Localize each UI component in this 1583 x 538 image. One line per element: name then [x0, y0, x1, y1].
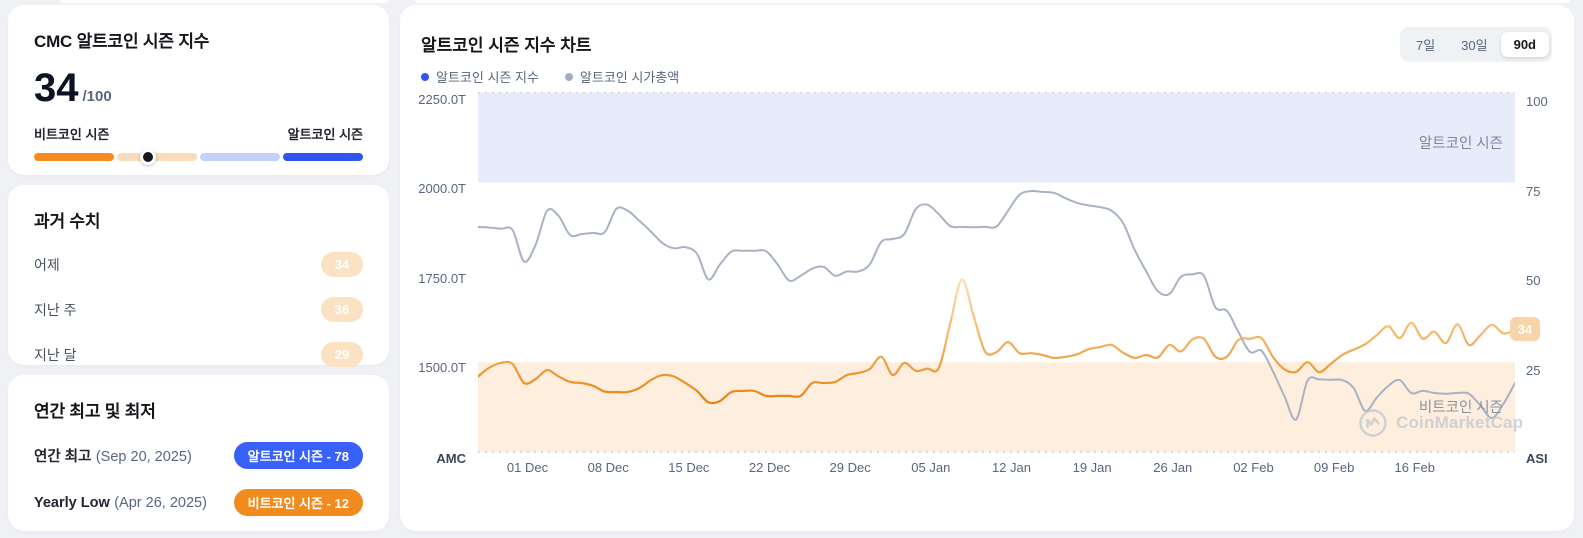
- left-axis-tick: 1750.0T: [418, 270, 466, 286]
- season-gauge: [34, 149, 363, 165]
- left-axis-tick: 2250.0T: [418, 92, 466, 108]
- history-label: 지난 주: [34, 301, 77, 318]
- range-button-30d[interactable]: 30일: [1461, 38, 1488, 53]
- altcoin-season-index-card: CMC 알트코인 시즌 지수 34 /100 비트코인 시즌 알트코인 시즌: [8, 5, 389, 175]
- yearly-low-badge: 비트코인 시즌 - 12: [233, 489, 363, 516]
- history-value-badge: 29: [321, 342, 363, 367]
- right-axis-tick: 25: [1526, 363, 1541, 379]
- left-axis-tick: 1500.0T: [418, 360, 466, 375]
- gauge-segment-bitcoin: [34, 153, 114, 161]
- left-axis-tick: 2000.0T: [418, 181, 466, 197]
- range-button-7d[interactable]: 7일: [1415, 38, 1436, 53]
- yearly-high-row: 연간 최고 (Sep 20, 2025) 알트코인 시즌 - 78: [34, 442, 363, 469]
- chart-canvas[interactable]: [478, 90, 1515, 455]
- card-above-sliver-right: [415, 0, 1570, 3]
- yearly-high-label: 연간 최고 (Sep 20, 2025): [34, 449, 192, 465]
- history-label: 어제: [34, 256, 60, 273]
- watermark-text: CoinMarketCap: [1396, 413, 1524, 432]
- x-axis-tick: 22 Dec: [748, 460, 791, 475]
- gauge-segment-altcoin: [283, 153, 363, 161]
- right-axis-tick: 100: [1526, 93, 1548, 109]
- right-axis-tick: 75: [1526, 183, 1541, 199]
- history-value-badge: 34: [321, 252, 363, 277]
- history-row-last-month: 지난 달 29: [34, 342, 363, 367]
- current-index-marker: 34: [1510, 317, 1540, 341]
- time-range-selector: 7일 30일 90d: [1399, 27, 1552, 62]
- altcoin-season-zone-label: 알트코인 시즌: [1418, 136, 1503, 152]
- gauge-segment-lean-bitcoin: [117, 153, 197, 161]
- x-axis-tick: 29 Dec: [829, 460, 871, 475]
- range-button-90d[interactable]: 90d: [1500, 32, 1549, 57]
- yearly-card-title: 연간 최고 및 최저: [34, 402, 156, 421]
- x-axis-tick: 05 Jan: [911, 460, 951, 475]
- history-row-last-week: 지난 주 36: [34, 297, 363, 322]
- index-max: /100: [82, 88, 112, 105]
- x-axis-tick: 09 Feb: [1313, 460, 1355, 475]
- gauge-segment-lean-altcoin: [200, 153, 280, 161]
- coinmarketcap-logo-icon: [1359, 409, 1387, 437]
- yearly-high-badge: 알트코인 시즌 - 78: [233, 442, 363, 469]
- bitcoin-season-zone-label: 비트코인 시즌: [1418, 400, 1503, 416]
- legend-dot-index: [421, 72, 429, 81]
- legend-item-index[interactable]: 알트코인 시즌 지수: [421, 67, 539, 86]
- altcoin-season-chart-card: 알트코인 시즌 지수 차트 알트코인 시즌 지수 알트코인 시가총액 7일 30…: [400, 5, 1574, 531]
- history-card-title: 과거 수치: [34, 212, 101, 231]
- x-axis-tick: 16 Feb: [1394, 460, 1435, 475]
- x-axis-tick: 15 Dec: [668, 460, 710, 475]
- historical-values-card: 과거 수치 어제 34 지난 주 36 지난 달 29: [8, 185, 389, 367]
- x-axis-tick: 26 Jan: [1153, 460, 1193, 475]
- altcoin-season-label: 알트코인 시즌: [287, 127, 363, 142]
- index-score: 34 /100: [34, 68, 363, 108]
- left-axis-name: AMC: [436, 451, 466, 466]
- right-axis-tick: 50: [1526, 273, 1541, 289]
- season-scale-labels: 비트코인 시즌 알트코인 시즌: [34, 124, 363, 143]
- legend-item-marketcap[interactable]: 알트코인 시가총액: [564, 67, 679, 86]
- x-axis-tick: 08 Dec: [587, 460, 629, 475]
- gauge-knob: [139, 149, 156, 165]
- card-above-sliver-left: [60, 0, 389, 3]
- chart-plot-area[interactable]: 2250.0T 2000.0T 1750.0T 1500.0T 100 75 50 25 01 …: [400, 90, 1574, 490]
- yearly-high-low-card: 연간 최고 및 최저 연간 최고 (Sep 20, 2025) 알트코인 시즌 …: [8, 375, 389, 531]
- x-axis-tick: 02 Feb: [1233, 460, 1274, 475]
- yearly-low-label: Yearly Low (Apr 26, 2025): [34, 494, 207, 511]
- x-axis-tick: 19 Jan: [1072, 460, 1112, 475]
- yearly-low-row: Yearly Low (Apr 26, 2025) 비트코인 시즌 - 12: [34, 489, 363, 516]
- right-axis-name: ASI: [1526, 451, 1548, 466]
- coinmarketcap-watermark: CoinMarketCap: [1358, 408, 1523, 438]
- x-axis-tick: 01 Dec: [506, 460, 549, 475]
- chart-title: 알트코인 시즌 지수 차트: [421, 36, 592, 55]
- x-axis-tick: 12 Jan: [991, 460, 1031, 475]
- legend-dot-marketcap: [564, 72, 573, 81]
- bitcoin-season-label: 비트코인 시즌: [34, 127, 110, 142]
- history-label: 지난 달: [34, 346, 77, 363]
- index-value: 34: [34, 66, 79, 110]
- history-value-badge: 36: [321, 297, 363, 322]
- chart-legend: 알트코인 시즌 지수 알트코인 시가총액: [421, 67, 679, 86]
- history-row-yesterday: 어제 34: [34, 252, 363, 277]
- index-card-title: CMC 알트코인 시즌 지수: [34, 32, 210, 51]
